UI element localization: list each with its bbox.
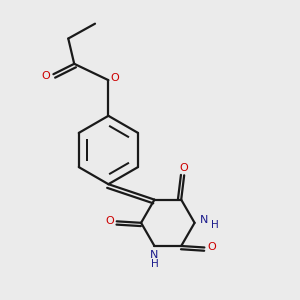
Text: N: N — [200, 215, 208, 225]
Text: O: O — [180, 163, 189, 173]
Text: O: O — [111, 73, 119, 83]
Text: N: N — [150, 250, 159, 260]
Text: H: H — [211, 220, 219, 230]
Text: O: O — [105, 216, 114, 226]
Text: O: O — [207, 242, 216, 253]
Text: O: O — [42, 71, 50, 81]
Text: H: H — [151, 260, 158, 269]
